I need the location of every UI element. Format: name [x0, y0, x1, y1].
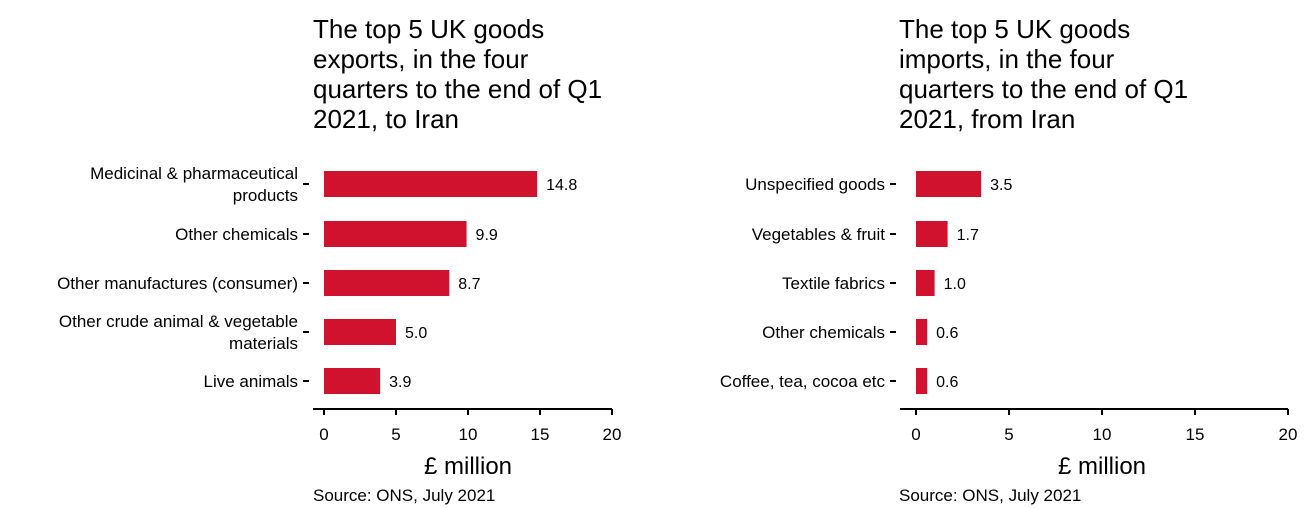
exports-x-tick-label: 5 [391, 425, 400, 444]
imports-data-label: 3.5 [990, 177, 1012, 194]
imports-category-label: Other chemicals [762, 323, 885, 342]
imports-chart-panel: The top 5 UK goods imports, in the four qu… [640, 0, 1304, 508]
imports-data-label: 1.0 [944, 276, 966, 293]
exports-category-label: Other chemicals [175, 225, 298, 244]
exports-x-axis-label: £ million [424, 453, 512, 480]
imports-x-tick-label: 15 [1186, 425, 1205, 444]
exports-title-line: 2021, to Iran [313, 104, 459, 134]
exports-bar [324, 319, 396, 345]
imports-category-label: Vegetables & fruit [752, 225, 886, 244]
exports-data-label: 3.9 [389, 374, 411, 391]
imports-x-tick-label: 0 [911, 425, 920, 444]
imports-bar [916, 319, 928, 345]
exports-data-label: 5.0 [405, 325, 427, 342]
exports-chart-panel: The top 5 UK goods exports, in the four qu… [0, 0, 640, 508]
exports-source-note: Source: ONS, July 2021 [313, 486, 496, 505]
imports-x-tick-label: 20 [1279, 425, 1298, 444]
exports-x-tick-label: 0 [319, 425, 328, 444]
imports-bar [916, 368, 928, 394]
imports-x-tick-label: 10 [1093, 425, 1112, 444]
exports-bar [324, 368, 381, 394]
exports-bar-chart: 14.8 Medicinal & pharmaceutical products 9.… [57, 164, 622, 480]
exports-x-tick-label: 15 [531, 425, 550, 444]
exports-bar [324, 270, 450, 296]
imports-bar [916, 270, 935, 296]
exports-data-label: 8.7 [458, 276, 480, 293]
exports-bar [324, 221, 467, 247]
imports-title-line: quarters to the end of Q1 [899, 74, 1189, 104]
imports-title-line: imports, in the four [899, 44, 1115, 74]
exports-bar [324, 171, 538, 197]
exports-title-line: exports, in the four [313, 44, 529, 74]
imports-title-line: 2021, from Iran [899, 104, 1076, 134]
exports-x-tick-label: 20 [603, 425, 622, 444]
exports-data-label: 14.8 [546, 177, 577, 194]
imports-x-tick-label: 5 [1004, 425, 1013, 444]
exports-data-label: 9.9 [476, 227, 498, 244]
exports-category-label: Live animals [204, 372, 299, 391]
imports-category-label: Textile fabrics [782, 274, 885, 293]
imports-x-axis-label: £ million [1058, 453, 1146, 480]
imports-bar-chart: 3.5 Unspecified goods 1.7 Vegetables & frui… [720, 171, 1298, 480]
imports-category-label: Coffee, tea, cocoa etc [720, 372, 886, 391]
imports-title-line: The top 5 UK goods [899, 14, 1131, 44]
exports-title-line: quarters to the end of Q1 [313, 74, 603, 104]
exports-title-line: The top 5 UK goods [313, 14, 545, 44]
exports-category-label: materials [229, 334, 298, 353]
imports-data-label: 0.6 [936, 374, 958, 391]
imports-category-label: Unspecified goods [745, 175, 885, 194]
exports-chart-title: The top 5 UK goods exports, in the four qu… [313, 14, 602, 134]
exports-x-tick-label: 10 [459, 425, 478, 444]
imports-source-note: Source: ONS, July 2021 [899, 486, 1082, 505]
exports-category-label: products [233, 186, 298, 205]
exports-category-label: Other crude animal & vegetable [59, 312, 298, 331]
imports-bar [916, 221, 948, 247]
exports-category-label: Other manufactures (consumer) [57, 274, 298, 293]
imports-bar [916, 171, 982, 197]
imports-data-label: 1.7 [957, 227, 979, 244]
imports-data-label: 0.6 [936, 325, 958, 342]
exports-category-label: Medicinal & pharmaceutical [90, 164, 298, 183]
imports-chart-title: The top 5 UK goods imports, in the four qu… [899, 14, 1188, 134]
